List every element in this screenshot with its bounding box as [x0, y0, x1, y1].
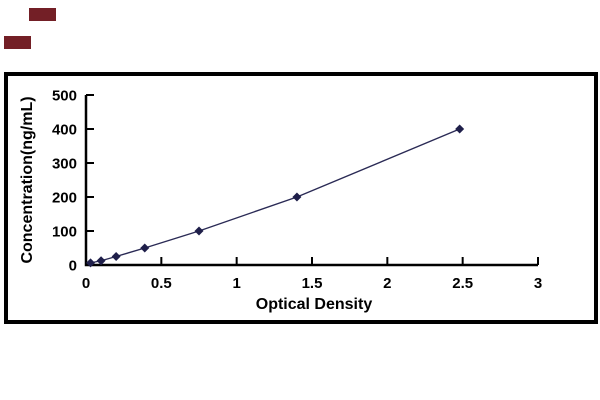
- y-tick-label: 300: [52, 156, 77, 173]
- data-point-marker: [111, 252, 121, 261]
- chart-frame-border: [4, 72, 598, 324]
- y-tick-label: 200: [52, 190, 77, 207]
- data-point-marker: [96, 256, 106, 266]
- watermark-block-1: [29, 8, 56, 21]
- data-point-marker: [455, 124, 465, 134]
- data-point-marker: [86, 258, 96, 268]
- y-tick-label: 500: [52, 88, 77, 105]
- x-tick-label: 1: [232, 275, 240, 292]
- x-tick-label: 2: [383, 275, 391, 292]
- y-axis-title: Concentration(ng/mL): [19, 96, 36, 263]
- y-tick-label: 100: [52, 224, 77, 241]
- data-point-marker: [292, 192, 302, 202]
- y-tick-label: 400: [52, 122, 77, 139]
- x-tick-label: 1.5: [302, 275, 323, 292]
- x-axis-title: Optical Density: [256, 296, 373, 313]
- plot-area: 0 100 200 300 400 500 0 0.5 1 1.5 2 2.5 3: [52, 88, 542, 293]
- x-tick-label: 0: [82, 275, 90, 292]
- y-tick-label: 0: [69, 258, 77, 275]
- data-point-marker: [140, 243, 150, 253]
- data-point-marker: [194, 226, 204, 236]
- x-tick-label: 2.5: [452, 275, 473, 292]
- x-tick-label: 0.5: [151, 275, 172, 292]
- watermark-block-2: [4, 36, 31, 49]
- x-tick-label: 3: [534, 275, 542, 292]
